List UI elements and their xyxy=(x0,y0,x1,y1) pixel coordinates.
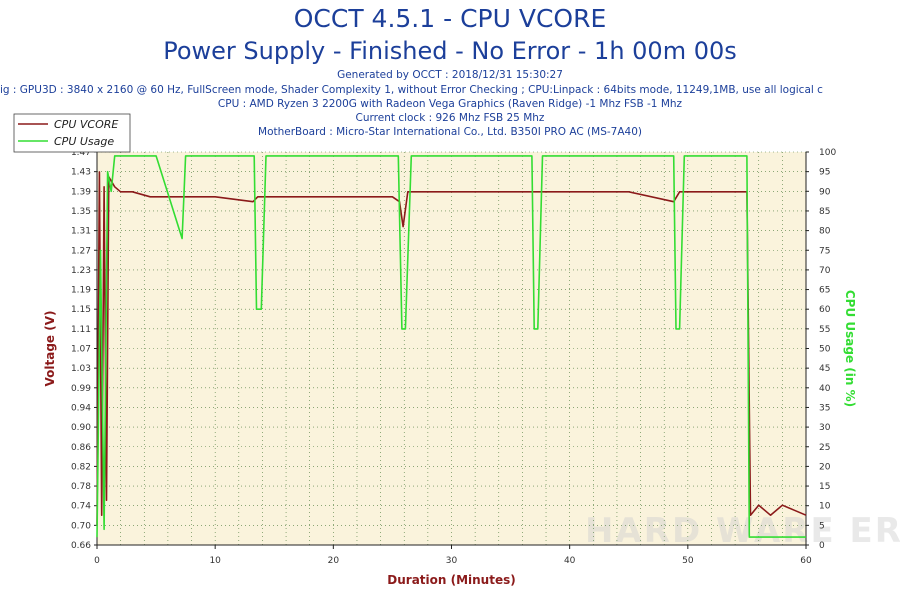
y-left-tick-label: 1.39 xyxy=(71,187,91,197)
x-tick-label: 20 xyxy=(328,556,340,566)
y-left-tick-label: 1.27 xyxy=(71,246,91,256)
info-cpu: CPU : AMD Ryzen 3 2200G with Radeon Vega… xyxy=(217,98,683,110)
y-right-tick-label: 95 xyxy=(819,168,830,178)
y-left-tick-label: 1.47 xyxy=(71,148,91,158)
y-right-tick-label: 85 xyxy=(819,207,830,217)
y-left-tick-label: 1.11 xyxy=(71,325,91,335)
y-right-tick-label: 100 xyxy=(819,148,836,158)
y-left-tick-label: 0.78 xyxy=(71,482,91,492)
y-right-tick-label: 5 xyxy=(819,521,825,531)
y-left-tick-label: 1.19 xyxy=(71,286,91,296)
y-right-tick-label: 70 xyxy=(819,266,831,276)
y-right-tick-label: 30 xyxy=(819,423,831,433)
y-right-tick-label: 40 xyxy=(819,384,831,394)
x-tick-label: 10 xyxy=(209,556,221,566)
legend-label: CPU Usage xyxy=(54,135,114,148)
y-left-tick-label: 1.15 xyxy=(71,305,91,315)
x-tick-label: 50 xyxy=(682,556,694,566)
y-right-tick-label: 10 xyxy=(819,502,831,512)
y-right-tick-label: 90 xyxy=(819,187,831,197)
y-left-tick-label: 0.94 xyxy=(71,403,91,413)
y-right-tick-label: 45 xyxy=(819,364,830,374)
y-left-tick-label: 1.07 xyxy=(71,345,91,355)
y-left-tick-label: 0.66 xyxy=(71,541,91,551)
x-axis-title: Duration (Minutes) xyxy=(387,573,515,587)
watermark-text: HARD WARE ERA xyxy=(585,511,900,551)
y-right-tick-label: 25 xyxy=(819,443,830,453)
x-tick-label: 40 xyxy=(564,556,576,566)
y-right-axis-title: CPU Usage (in %) xyxy=(843,290,857,407)
y-left-tick-label: 1.31 xyxy=(71,227,91,237)
x-tick-label: 30 xyxy=(446,556,458,566)
info-motherboard: MotherBoard : Micro-Star International C… xyxy=(258,126,642,138)
y-right-tick-label: 15 xyxy=(819,482,830,492)
y-right-tick-label: 60 xyxy=(819,305,831,315)
y-right-tick-label: 50 xyxy=(819,345,831,355)
y-left-tick-label: 0.82 xyxy=(71,462,91,472)
y-right-tick-label: 80 xyxy=(819,227,831,237)
y-right-tick-label: 65 xyxy=(819,286,830,296)
y-right-tick-label: 0 xyxy=(819,541,825,551)
y-right-tick-label: 20 xyxy=(819,462,831,472)
legend-label: CPU VCORE xyxy=(54,118,118,131)
info-clock: Current clock : 926 Mhz FSB 25 Mhz xyxy=(355,112,545,124)
y-left-tick-label: 0.99 xyxy=(71,384,91,394)
info-config: ig : GPU3D : 3840 x 2160 @ 60 Hz, FullSc… xyxy=(0,84,823,96)
chart-title: OCCT 4.5.1 - CPU VCORE xyxy=(293,4,607,33)
y-left-tick-label: 1.35 xyxy=(71,207,91,217)
info-generated: Generated by OCCT : 2018/12/31 15:30:27 xyxy=(337,69,563,81)
y-left-tick-label: 1.03 xyxy=(71,364,91,374)
series-line-cpu-usage xyxy=(96,155,806,538)
y-left-axis-title: Voltage (V) xyxy=(43,311,57,387)
chart-subtitle: Power Supply - Finished - No Error - 1h … xyxy=(163,37,737,65)
y-left-tick-label: 1.43 xyxy=(71,168,91,178)
y-left-tick-label: 0.74 xyxy=(71,502,91,512)
y-left-tick-label: 1.23 xyxy=(71,266,91,276)
y-right-tick-label: 75 xyxy=(819,246,830,256)
y-left-tick-label: 0.90 xyxy=(71,423,91,433)
y-right-tick-label: 35 xyxy=(819,403,830,413)
y-left-tick-label: 0.86 xyxy=(71,443,91,453)
legend-box xyxy=(13,113,131,153)
x-tick-label: 60 xyxy=(800,556,812,566)
x-tick-label: 0 xyxy=(94,556,100,566)
y-left-tick-label: 0.70 xyxy=(71,521,91,531)
y-right-tick-label: 55 xyxy=(819,325,830,335)
